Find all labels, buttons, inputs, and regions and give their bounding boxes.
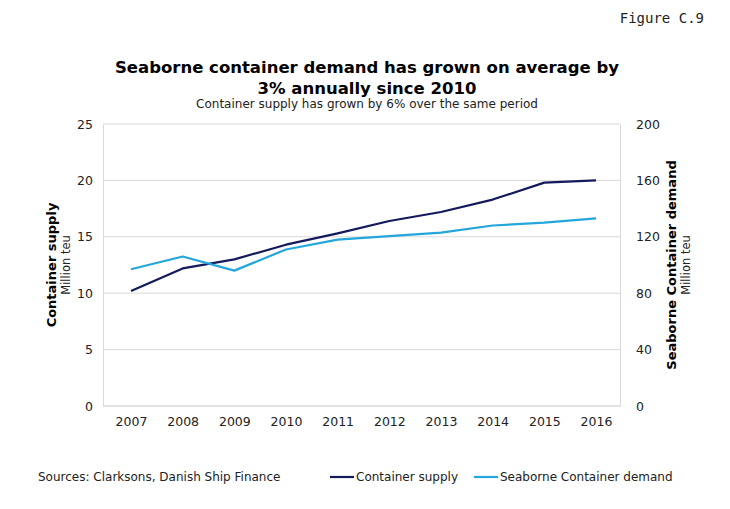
- y-tick: 5: [85, 342, 103, 357]
- x-tick: 2015: [529, 406, 561, 429]
- y2-axis-title: Seaborne Container demand: [664, 160, 679, 369]
- y2-tick-label: 0: [636, 399, 644, 414]
- y-axis-unit: Million teu: [59, 235, 73, 295]
- plot-area: [131, 180, 596, 291]
- y-tick-label: 20: [77, 173, 93, 188]
- subtitle: Container supply has grown by 6% over th…: [196, 97, 538, 111]
- y-tick: 10: [77, 286, 103, 301]
- grid-line: [103, 293, 620, 294]
- y-axis: 0 5 10 15 20 25: [77, 117, 103, 414]
- y2-tick-label: 80: [636, 286, 652, 301]
- x-tick: 2014: [477, 406, 509, 429]
- legend-swatch: [330, 476, 354, 478]
- x-tick-label: 2008: [167, 414, 199, 429]
- y2-tick-label: 160: [636, 173, 660, 188]
- x-tick-label: 2015: [529, 414, 561, 429]
- x-tick: 2013: [426, 406, 458, 429]
- x-tick: 2007: [116, 406, 148, 429]
- title-line: Seaborne container demand has grown on a…: [115, 58, 619, 77]
- y-tick: 15: [77, 229, 103, 244]
- y2-axis-line: [620, 125, 621, 407]
- x-tick-label: 2007: [116, 414, 148, 429]
- title-line: 3% annually since 2010: [258, 79, 477, 98]
- figure-label: Figure C.9: [620, 10, 704, 26]
- x-tick: 2008: [167, 406, 199, 429]
- legend: Container supply Seaborne Container deman…: [330, 470, 673, 484]
- x-tick-label: 2014: [477, 414, 509, 429]
- y2-tick: 200: [620, 117, 660, 132]
- y-axis-line: [103, 125, 104, 407]
- grid: [103, 124, 620, 406]
- x-tick-label: 2010: [271, 414, 303, 429]
- series-line: [131, 180, 596, 291]
- grid-line: [103, 124, 620, 125]
- y2-tick: 0: [620, 399, 644, 414]
- y-tick: 20: [77, 173, 103, 188]
- y2-tick-label: 120: [636, 229, 660, 244]
- legend-label: Container supply: [356, 470, 458, 484]
- x-tick-label: 2013: [426, 414, 458, 429]
- y-tick: 0: [85, 399, 103, 414]
- x-tick: 2011: [322, 406, 354, 429]
- grid-line: [103, 180, 620, 181]
- legend-swatch: [474, 476, 498, 478]
- source: Sources: Clarksons, Danish Ship Finance: [38, 470, 280, 484]
- x-tick: 2009: [219, 406, 251, 429]
- x-tick: 2010: [271, 406, 303, 429]
- y2-tick: 120: [620, 229, 660, 244]
- x-tick: 2012: [374, 406, 406, 429]
- series-line: [131, 218, 596, 270]
- x-axis: 2007 2008 2009 2010 2011 2012 2013 2014 2015 2016: [103, 406, 620, 429]
- y2-tick: 160: [620, 173, 660, 188]
- x-tick: 2016: [581, 406, 613, 429]
- x-axis-line: [103, 406, 620, 407]
- x-tick-label: 2012: [374, 414, 406, 429]
- y2-tick: 40: [620, 342, 652, 357]
- y-tick-label: 10: [77, 286, 93, 301]
- y2-tick-label: 40: [636, 342, 652, 357]
- y2-tick: 80: [620, 286, 652, 301]
- y2-tick-label: 200: [636, 117, 660, 132]
- x-tick-label: 2009: [219, 414, 251, 429]
- title: Seaborne container demand has grown on a…: [115, 58, 619, 98]
- grid-line: [103, 349, 620, 350]
- x-tick-label: 2016: [581, 414, 613, 429]
- y-tick-label: 25: [77, 117, 93, 132]
- y2-axis-unit: Million teu: [679, 235, 693, 295]
- y2-axis: 0 40 80 120 160 200: [620, 117, 660, 414]
- grid-line: [103, 406, 620, 407]
- y-tick-label: 15: [77, 229, 93, 244]
- legend-label: Seaborne Container demand: [500, 470, 673, 484]
- y-tick: 25: [77, 117, 103, 132]
- y-tick-label: 5: [85, 342, 93, 357]
- y-axis-title: Container supply: [44, 202, 59, 327]
- y-tick-label: 0: [85, 399, 93, 414]
- x-tick-label: 2011: [322, 414, 354, 429]
